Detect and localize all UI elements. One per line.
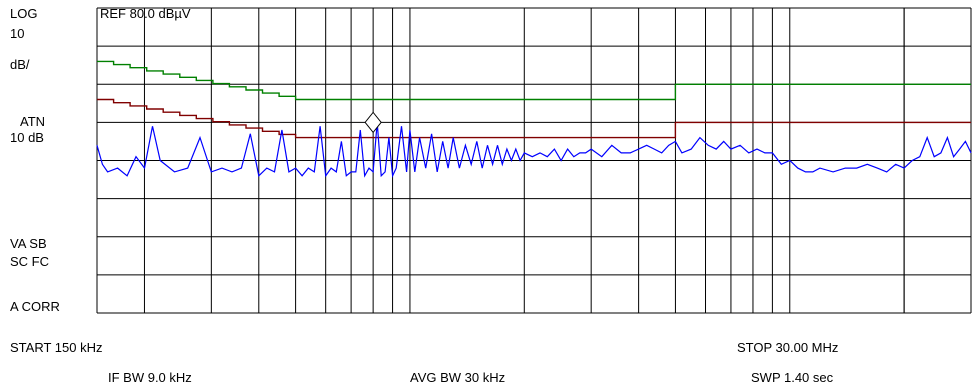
- va-sb-label: VA SB: [10, 236, 47, 251]
- measurement-trace-line: [96, 122, 972, 179]
- sc-fc-label: SC FC: [10, 254, 49, 269]
- scale-type-label: LOG: [10, 6, 38, 21]
- graticule: [96, 7, 972, 314]
- measurement-traces: [96, 122, 972, 179]
- start-frequency-label: START 150 kHz: [10, 340, 103, 355]
- attenuation-value-label: 10 dB: [10, 130, 44, 145]
- sweep-time-label: SWP 1.40 sec: [751, 370, 834, 385]
- average-bandwidth-label: AVG BW 30 kHz: [410, 370, 506, 385]
- lower-limit-line: [97, 98, 971, 139]
- amplitude-correction-label: A CORR: [10, 299, 60, 314]
- attenuation-title-label: ATN: [20, 114, 46, 129]
- limit-lines: [97, 60, 971, 139]
- reference-level-label: REF 80.0 dBµV: [100, 6, 191, 21]
- marker-diamond: [364, 111, 382, 134]
- if-bandwidth-label: IF BW 9.0 kHz: [108, 370, 192, 385]
- scale-unit-label: dB/: [10, 57, 30, 72]
- upper-limit-line: [97, 60, 971, 101]
- markers: [364, 111, 382, 134]
- scale-value-label: 10: [10, 26, 25, 41]
- stop-frequency-label: STOP 30.00 MHz: [737, 340, 839, 355]
